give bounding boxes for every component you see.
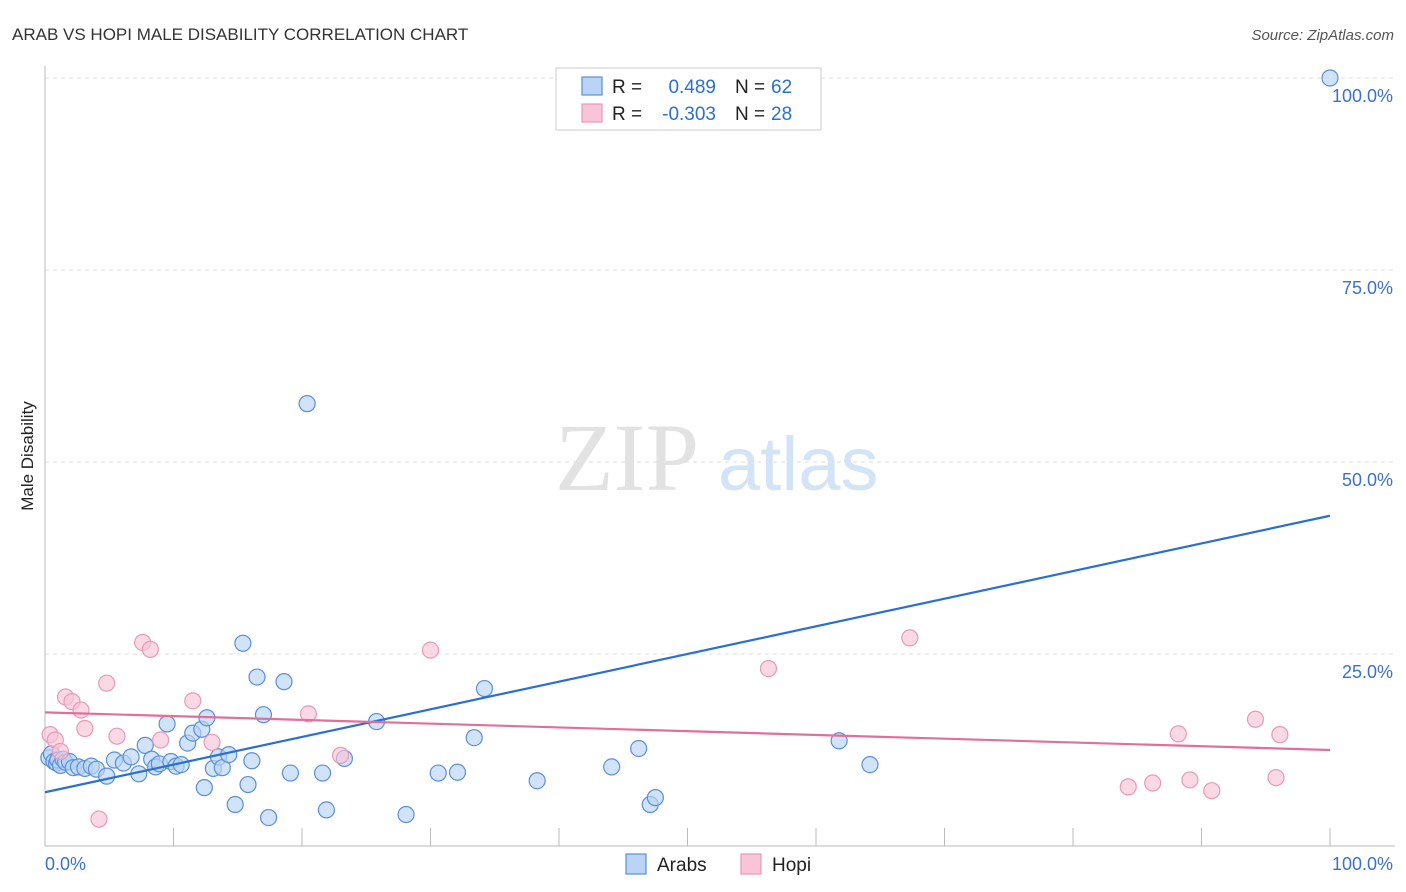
arabs-point	[234, 634, 252, 652]
watermark-zip: ZIP	[555, 404, 699, 511]
arabs-point	[475, 679, 494, 698]
hopi-point	[51, 742, 70, 761]
hopi-point	[184, 692, 202, 710]
arabs-point	[248, 668, 266, 686]
arabs-point	[122, 748, 140, 766]
hopi-point	[1181, 771, 1199, 789]
hopi-point	[141, 640, 159, 658]
hopi-point	[759, 659, 778, 678]
arabs-r-value: 0.489	[668, 77, 716, 98]
hopi-n-value: 28	[771, 104, 792, 125]
trendlines	[44, 514, 1331, 794]
arabs-point	[861, 755, 879, 774]
y-tick-label: 75.0%	[1342, 278, 1393, 298]
hopi-point	[108, 727, 126, 745]
hopi-point	[1119, 778, 1137, 796]
arabs-point	[465, 729, 483, 747]
hopi-point	[90, 810, 108, 828]
arabs-point	[259, 808, 278, 827]
hopi-point	[1203, 782, 1221, 800]
hopi-trendline	[44, 711, 1331, 752]
arabs-point	[603, 758, 621, 776]
hopi-point	[421, 641, 440, 659]
grid-lines	[45, 77, 1395, 655]
x-tick-label: 0.0%	[45, 854, 86, 874]
hopi-point	[1267, 769, 1285, 787]
series-legend: Arabs Hopi	[625, 853, 811, 876]
arabs-point	[281, 764, 300, 782]
watermark-atlas: atlas	[718, 422, 879, 507]
hopi-point	[76, 719, 94, 738]
watermark: ZIP atlas	[555, 404, 879, 511]
hopi-point	[98, 674, 116, 692]
arabs-r-label: R =	[612, 77, 642, 98]
arabs-point	[313, 764, 332, 782]
chart-source: Source: ZipAtlas.com	[1251, 27, 1394, 44]
arabs-point	[98, 767, 116, 785]
hopi-point	[203, 733, 221, 751]
arabs-point	[528, 772, 546, 790]
legend-arabs-swatch[interactable]	[625, 853, 647, 875]
hopi-point	[901, 629, 919, 647]
y-tick-label: 100.0%	[1332, 86, 1393, 106]
axes	[44, 66, 1395, 847]
hopi-point	[299, 705, 318, 723]
scatter-points	[40, 69, 1339, 828]
arabs-n-label: N =	[735, 77, 765, 98]
hopi-r-value: -0.303	[662, 104, 716, 125]
arabs-n-value: 62	[771, 77, 792, 98]
hopi-point	[1246, 710, 1265, 728]
hopi-point	[1271, 726, 1289, 744]
arabs-point	[397, 805, 415, 824]
arabs-point	[136, 736, 154, 754]
stats-legend: R = 0.489 N = 62 R = -0.303 N = 28	[555, 67, 822, 131]
legend-hopi-swatch[interactable]	[740, 853, 762, 875]
hopi-point	[331, 746, 350, 764]
arabs-point	[158, 715, 176, 733]
hopi-swatch	[581, 103, 603, 123]
hopi-point	[1144, 774, 1162, 792]
legend-hopi-label[interactable]: Hopi	[772, 855, 811, 876]
y-tick-label: 50.0%	[1342, 470, 1393, 490]
arabs-point	[646, 789, 664, 807]
y-axis-label: Male Disability	[18, 401, 37, 511]
hopi-n-label: N =	[735, 104, 765, 125]
arabs-point	[630, 739, 648, 758]
arabs-point	[429, 764, 447, 782]
arabs-point	[298, 395, 316, 413]
chart-title: ARAB VS HOPI MALE DISABILITY CORRELATION…	[12, 25, 468, 44]
arabs-point	[226, 795, 244, 814]
arabs-point	[1321, 69, 1339, 87]
arabs-point	[448, 763, 467, 781]
arabs-point	[317, 801, 336, 819]
hopi-r-label: R =	[612, 104, 642, 125]
hopi-point	[152, 731, 170, 749]
arabs-point	[239, 775, 257, 794]
legend-arabs-label[interactable]: Arabs	[657, 855, 707, 876]
arabs-point	[243, 752, 261, 770]
hopi-point	[1169, 725, 1187, 743]
arabs-trendline	[44, 514, 1331, 794]
arabs-swatch	[581, 76, 603, 96]
tick-labels: 25.0% 50.0% 75.0% 100.0% 0.0% 100.0%	[45, 86, 1393, 874]
hopi-point	[72, 701, 90, 719]
arabs-point	[195, 779, 213, 797]
arabs-point	[275, 673, 293, 691]
arabs-point	[254, 706, 273, 724]
y-tick-label: 25.0%	[1342, 662, 1393, 682]
x-tick-label: 100.0%	[1332, 854, 1393, 874]
